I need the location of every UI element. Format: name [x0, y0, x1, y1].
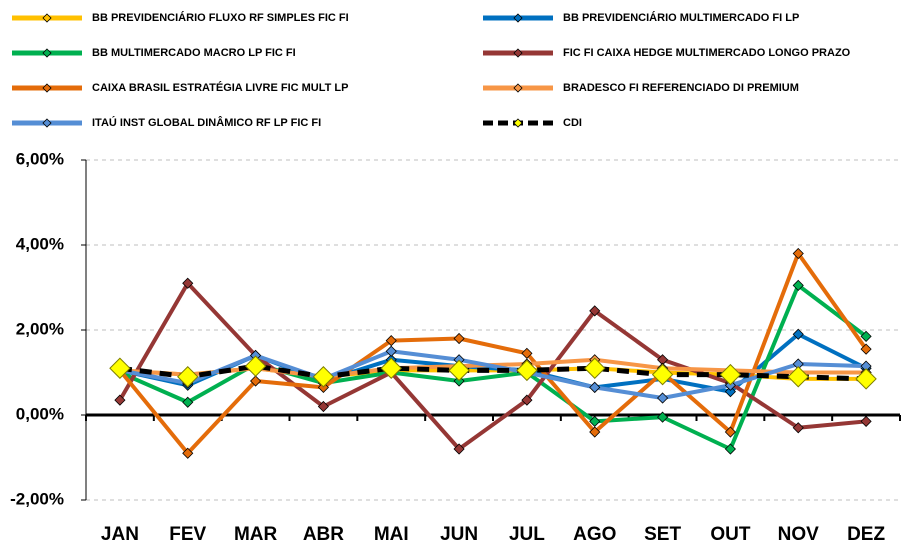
legend-label: FIC FI CAIXA HEDGE MULTIMERCADO LONGO PR…: [563, 47, 851, 59]
point: [453, 332, 465, 345]
legend-marker: [513, 83, 523, 93]
point: [792, 279, 804, 291]
y-tick-label: 0,00%: [16, 404, 64, 423]
legend-marker: [42, 13, 52, 23]
x-tick-label: SET: [644, 524, 681, 545]
point: [787, 366, 809, 388]
point: [657, 411, 669, 423]
legend-label: CDI: [563, 117, 582, 129]
x-tick-label: NOV: [778, 524, 820, 545]
legend-label: ITAÚ INST GLOBAL DINÂMICO RF LP FIC FI: [92, 116, 321, 129]
legend-marker: [513, 118, 523, 128]
legend-label: BRADESCO FI REFERENCIADO DI PREMIUM: [563, 82, 799, 94]
x-tick-label: JUN: [440, 524, 478, 545]
point: [380, 357, 402, 379]
point: [589, 381, 601, 393]
point: [792, 247, 804, 260]
point: [385, 345, 397, 357]
x-tick-label: JAN: [101, 524, 139, 545]
point: [855, 368, 877, 390]
point: [114, 394, 126, 406]
point: [521, 394, 533, 406]
point: [589, 415, 601, 427]
point: [182, 277, 194, 289]
legend-marker: [513, 48, 523, 58]
point: [719, 363, 742, 386]
point: [792, 422, 804, 434]
series-line: [119, 349, 867, 400]
legend-marker: [42, 83, 52, 93]
point: [521, 347, 533, 359]
point: [448, 359, 470, 382]
legend-label: BB PREVIDENCIÁRIO FLUXO RF SIMPLES FIC F…: [92, 11, 349, 24]
point: [860, 415, 872, 427]
x-tick-label: OUT: [710, 524, 751, 545]
point: [657, 392, 669, 404]
point: [182, 396, 194, 408]
x-tick-label: DEZ: [847, 524, 885, 545]
point: [317, 400, 329, 413]
x-tick-label: AGO: [573, 524, 616, 545]
y-tick-label: -2,00%: [10, 489, 64, 508]
series-line: [118, 281, 867, 451]
point: [516, 359, 538, 382]
legend-marker: [513, 13, 523, 23]
point: [589, 305, 601, 317]
x-tick-label: JUL: [509, 524, 545, 545]
point: [385, 335, 397, 347]
legend-marker: [42, 48, 52, 58]
point: [182, 447, 194, 459]
point: [860, 330, 872, 342]
y-tick-label: 4,00%: [16, 234, 64, 253]
legend-label: BB PREVIDENCIÁRIO MULTIMERCADO FI LP: [563, 11, 799, 24]
series-line: [119, 363, 867, 382]
x-tick-label: MAR: [234, 524, 278, 545]
y-tick-label: 6,00%: [16, 149, 64, 168]
point: [584, 357, 606, 379]
x-tick-label: ABR: [303, 524, 344, 545]
point: [312, 366, 335, 388]
point: [453, 443, 465, 455]
point: [724, 426, 736, 438]
point: [109, 357, 131, 379]
y-tick-label: 2,00%: [16, 319, 64, 338]
point: [724, 386, 736, 398]
point: [250, 375, 262, 387]
point: [860, 343, 872, 355]
legend-marker: [42, 118, 52, 128]
series-line: [118, 251, 868, 456]
legend-label: CAIXA BRASIL ESTRATÉGIA LIVRE FIC MULT L…: [92, 81, 348, 94]
point: [724, 443, 736, 455]
legend-label: BB MULTIMERCADO MACRO LP FIC FI: [92, 47, 296, 59]
x-tick-label: MAI: [374, 524, 409, 545]
point: [651, 363, 674, 386]
point: [589, 426, 601, 438]
point: [244, 355, 267, 377]
series-line: [119, 332, 867, 394]
x-tick-label: FEV: [169, 524, 206, 545]
point: [177, 366, 199, 388]
point: [792, 328, 804, 340]
